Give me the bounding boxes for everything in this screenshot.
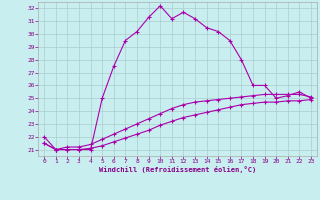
X-axis label: Windchill (Refroidissement éolien,°C): Windchill (Refroidissement éolien,°C)	[99, 166, 256, 173]
